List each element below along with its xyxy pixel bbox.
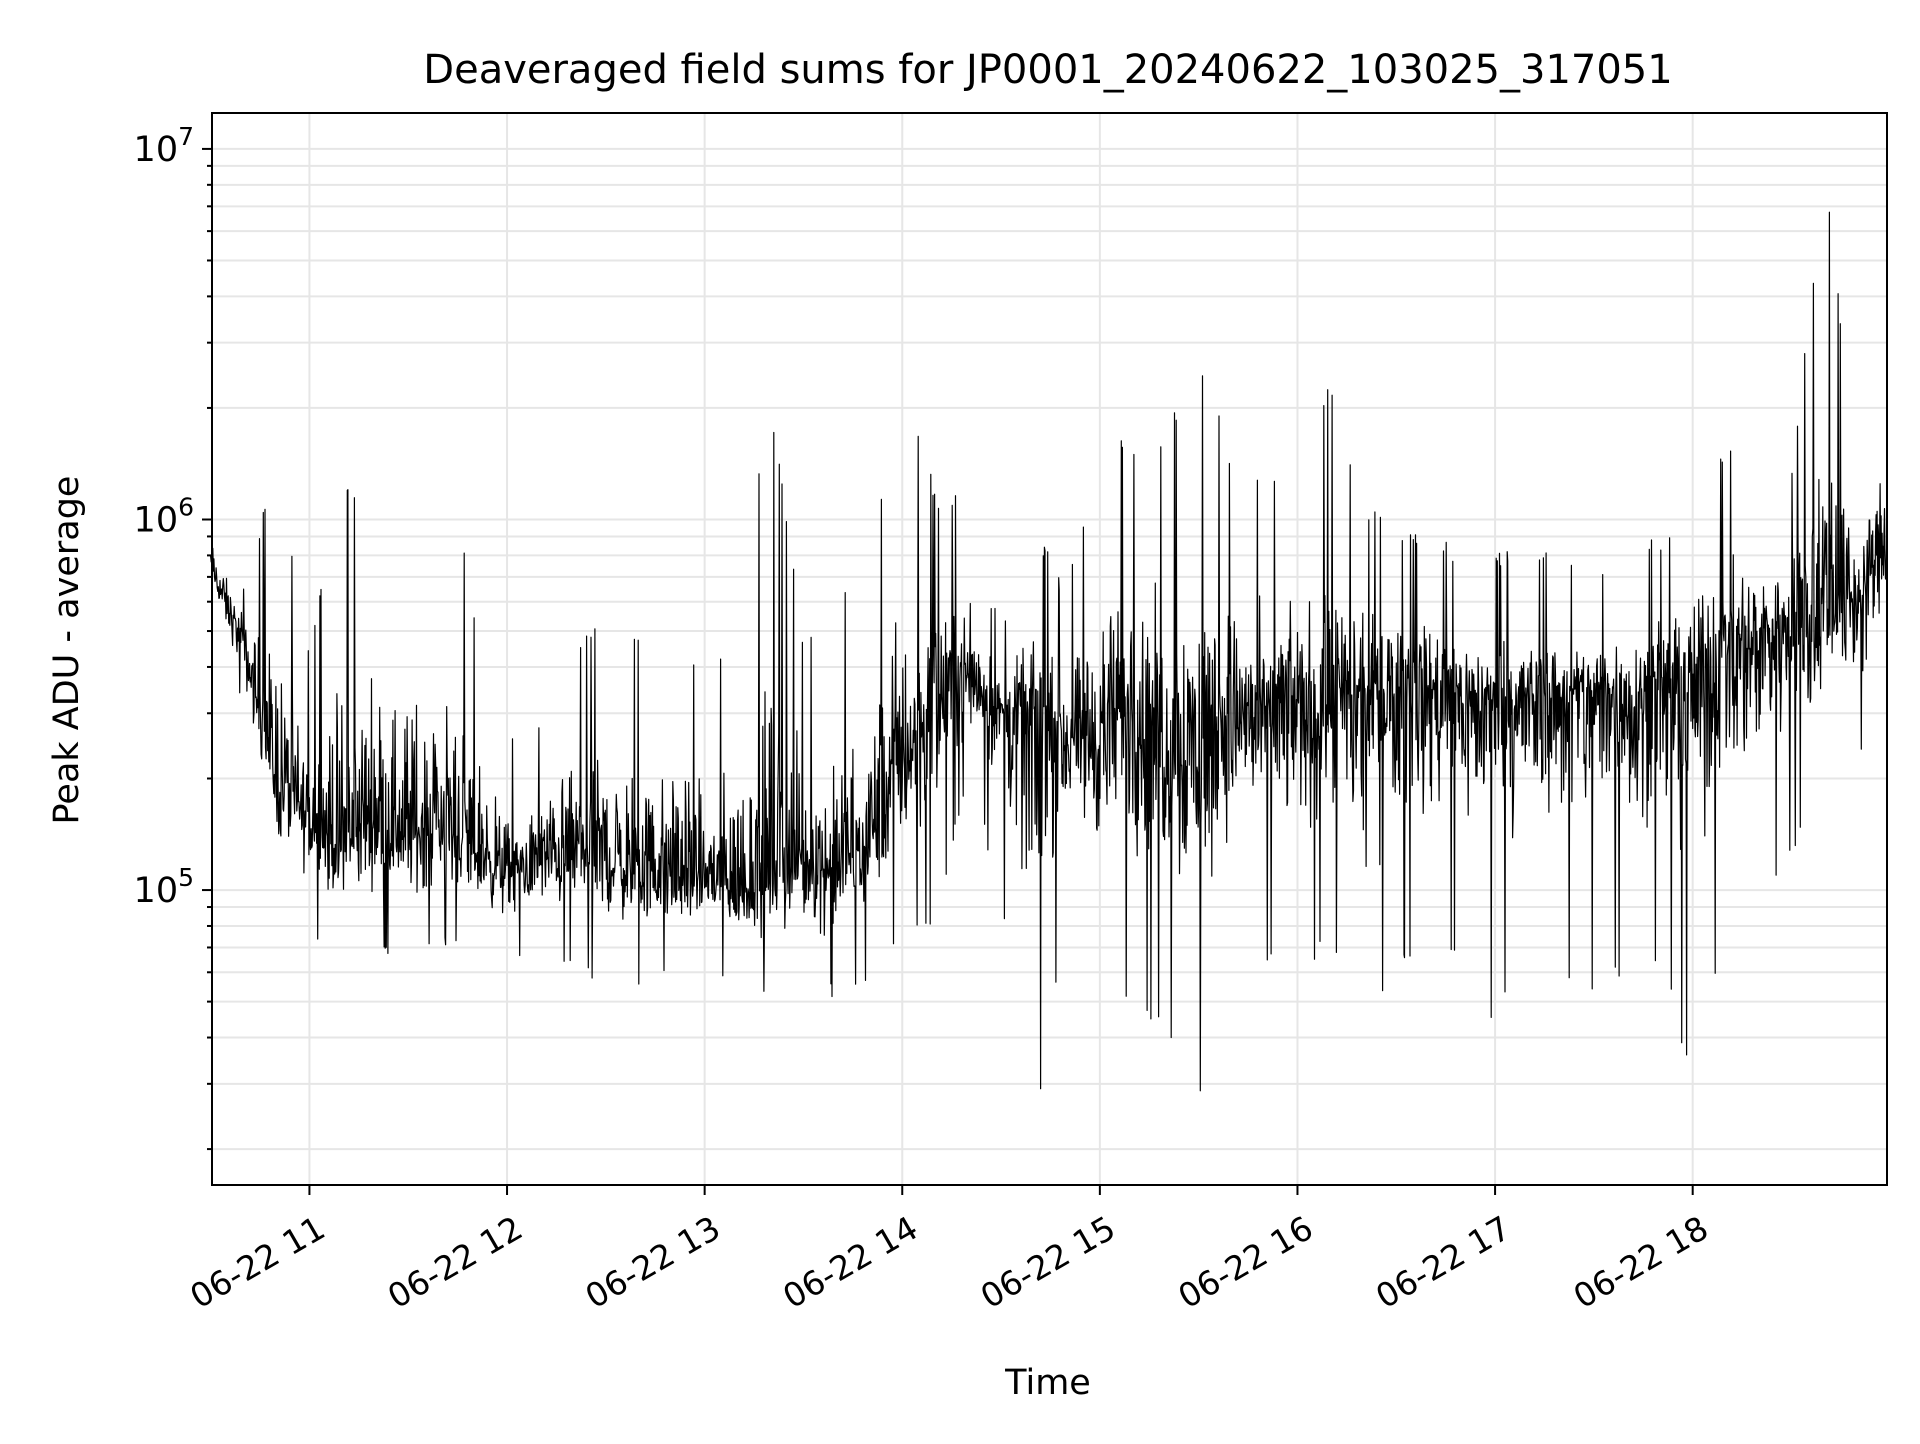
y-tick-label: 106 bbox=[134, 492, 194, 540]
y-axis-label: Peak ADU - average bbox=[47, 476, 87, 825]
y-axis-ticks: 105 106 107 bbox=[134, 122, 212, 1151]
series-line bbox=[210, 211, 1888, 1092]
plot-area bbox=[210, 211, 1888, 1092]
x-gridlines bbox=[308, 113, 1694, 1185]
y-tick-label: 105 bbox=[134, 863, 194, 911]
x-axis-label: Time bbox=[1004, 1363, 1091, 1403]
plot-frame bbox=[211, 112, 1888, 1186]
y-tick-label: 107 bbox=[134, 122, 194, 170]
chart-title: Deaveraged field sums for JP0001_2024062… bbox=[423, 47, 1672, 93]
